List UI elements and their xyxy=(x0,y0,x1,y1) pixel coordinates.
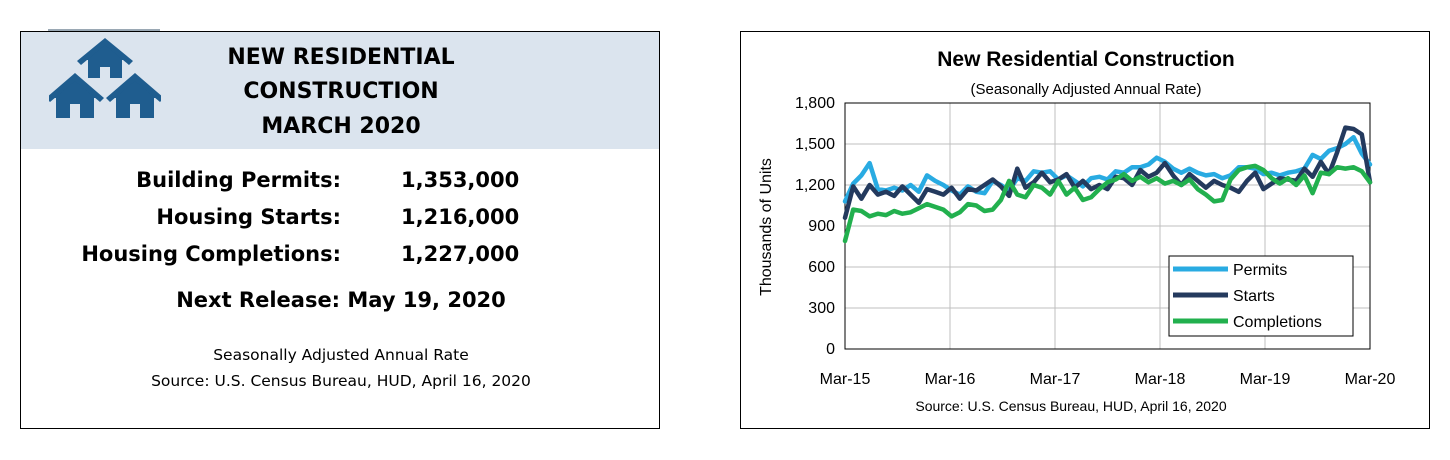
series-line-completions xyxy=(842,163,1373,244)
x-tick-label: Mar-17 xyxy=(1030,371,1081,388)
next-release: Next Release: May 19, 2020 xyxy=(176,288,506,312)
y-tick-label: 1,800 xyxy=(795,95,835,112)
footnote-rate: Seasonally Adjusted Annual Rate xyxy=(213,346,469,364)
summary-panel: NEW RESIDENTIAL CONSTRUCTION MARCH 2020 … xyxy=(20,31,660,429)
stat-value-completions: 1,227,000 xyxy=(401,242,520,266)
chart-title: New Residential Construction xyxy=(937,48,1235,71)
plot-area-border xyxy=(844,102,1371,350)
legend-label-starts: Starts xyxy=(1233,288,1275,305)
y-tick-label: 0 xyxy=(826,341,835,358)
legend-label-permits: Permits xyxy=(1233,262,1287,279)
summary-title-line-1: NEW RESIDENTIAL xyxy=(227,45,455,70)
x-tick-label: Mar-20 xyxy=(1345,371,1396,388)
footnote-source: Source: U.S. Census Bureau, HUD, April 1… xyxy=(151,372,531,390)
y-axis-label: Thousands of Units xyxy=(758,158,775,296)
y-tick-label: 900 xyxy=(808,218,835,235)
stat-value-starts: 1,216,000 xyxy=(401,205,520,229)
line-chart: New Residential Construction (Seasonally… xyxy=(758,48,1396,414)
x-tick-label: Mar-19 xyxy=(1240,371,1291,388)
y-tick-label: 1,500 xyxy=(795,136,835,153)
series-line-permits xyxy=(842,134,1373,204)
legend-label-completions: Completions xyxy=(1233,314,1322,331)
y-tick-label: 1,200 xyxy=(795,177,835,194)
summary-header: NEW RESIDENTIAL CONSTRUCTION MARCH 2020 xyxy=(21,32,659,149)
stat-label-permits: Building Permits: xyxy=(136,168,341,192)
houses-icon xyxy=(49,38,161,118)
legend: Permits Starts Completions xyxy=(1168,255,1354,337)
stat-label-completions: Housing Completions: xyxy=(81,242,341,266)
y-axis: 0 300 600 900 1,200 1,500 1,800 xyxy=(795,95,835,358)
chart-panel: New Residential Construction (Seasonally… xyxy=(740,31,1430,429)
y-tick-label: 300 xyxy=(808,300,835,317)
stat-value-permits: 1,353,000 xyxy=(401,168,520,192)
chart-subtitle: (Seasonally Adjusted Annual Rate) xyxy=(971,81,1202,98)
summary-title-line-3: MARCH 2020 xyxy=(261,114,421,139)
summary-title-line-2: CONSTRUCTION xyxy=(243,79,439,104)
x-tick-label: Mar-15 xyxy=(820,371,871,388)
x-tick-label: Mar-18 xyxy=(1135,371,1186,388)
chart-source: Source: U.S. Census Bureau, HUD, April 1… xyxy=(915,398,1226,414)
series-line-starts xyxy=(842,125,1373,221)
x-axis: Mar-15 Mar-16 Mar-17 Mar-18 Mar-19 Mar-20 xyxy=(820,371,1396,388)
y-tick-label: 600 xyxy=(808,259,835,276)
header-tab-accent xyxy=(48,29,160,31)
x-tick-label: Mar-16 xyxy=(925,371,976,388)
stat-label-starts: Housing Starts: xyxy=(156,205,341,229)
series-lines xyxy=(842,125,1373,244)
